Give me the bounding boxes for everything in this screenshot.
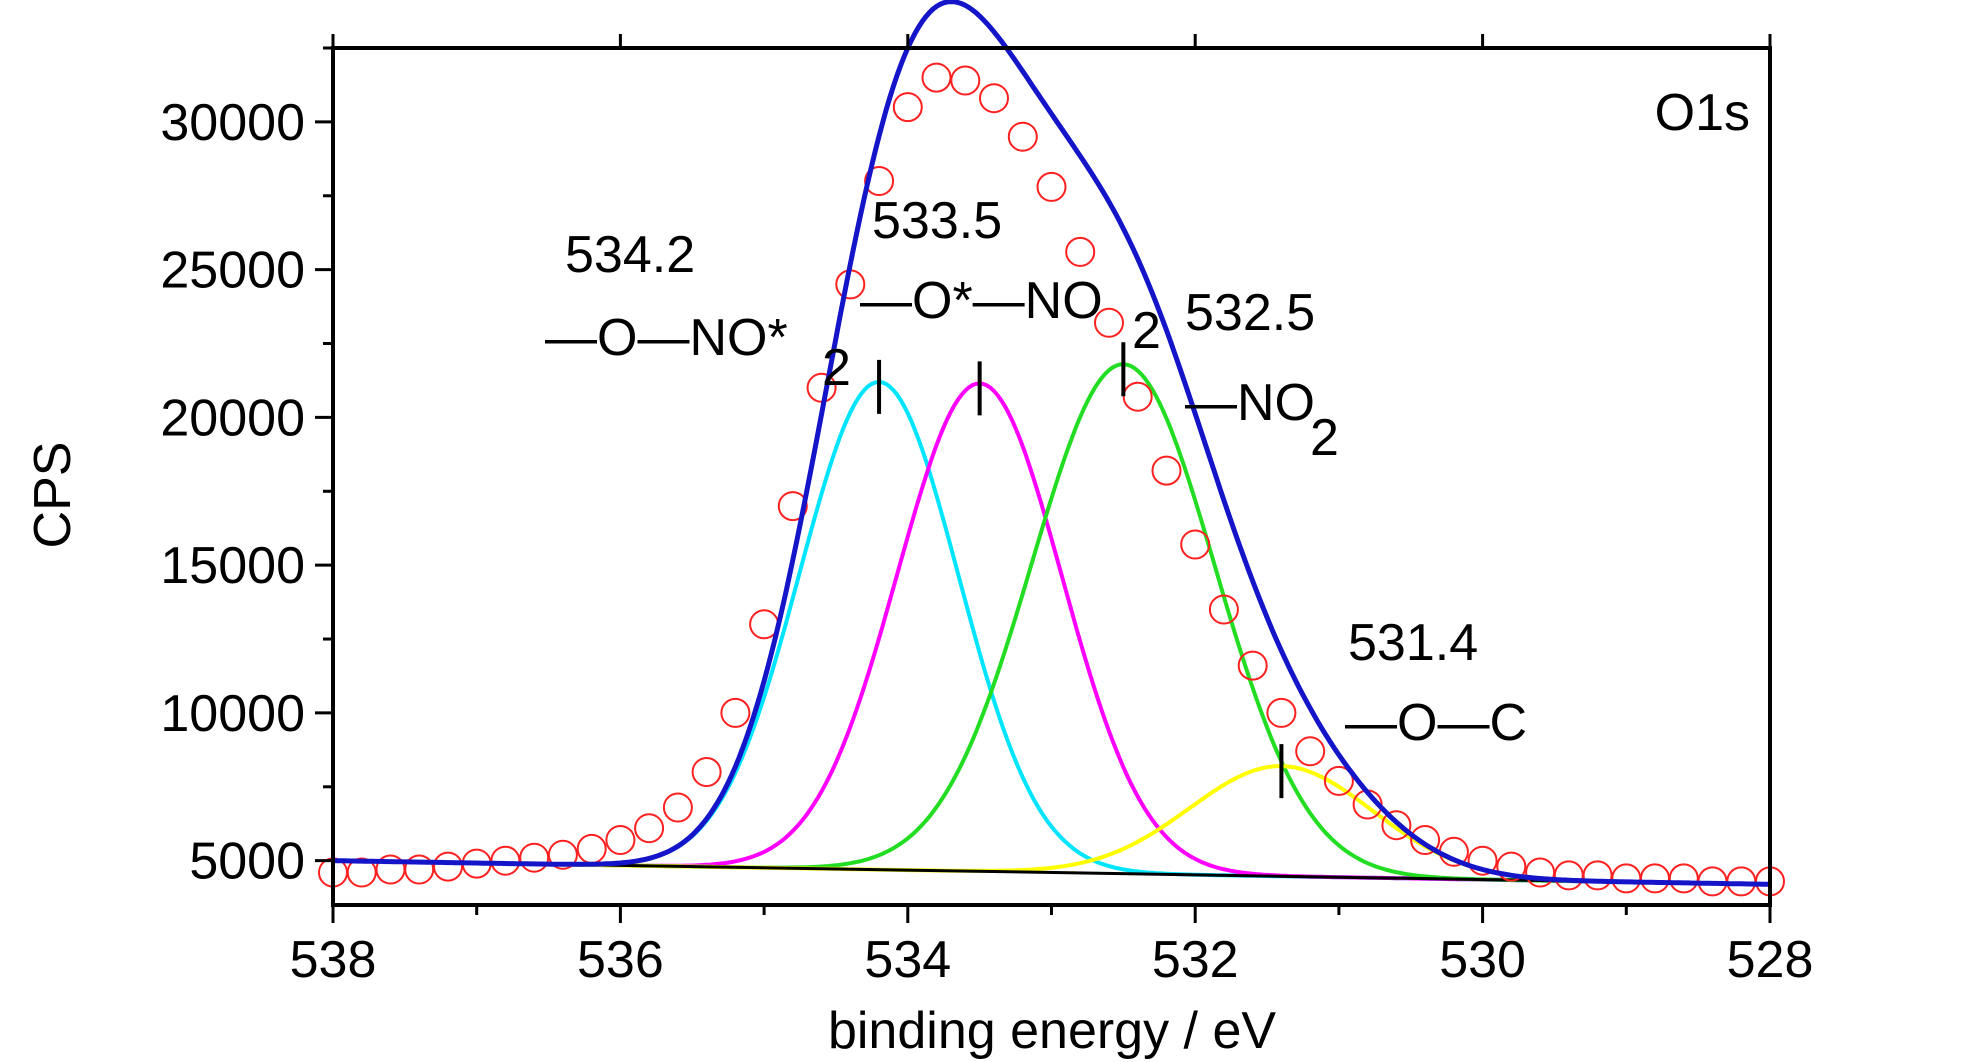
component-curve-534.2 <box>333 379 1770 887</box>
data-point <box>1410 825 1441 855</box>
data-point <box>1180 529 1211 560</box>
y-tick-label: 15000 <box>160 537 305 595</box>
data-point <box>1323 765 1354 796</box>
component-curve-533.5 <box>333 381 1770 887</box>
data-point <box>576 833 607 864</box>
plot-frame <box>331 46 1772 907</box>
envelope-layer <box>333 0 1770 887</box>
data-point <box>720 697 751 728</box>
data-point <box>1237 650 1268 681</box>
y-axis-title: CPS <box>24 442 82 549</box>
data-point <box>662 792 693 823</box>
data-point <box>605 825 636 855</box>
x-tick-label: 534 <box>864 931 951 989</box>
data-point <box>1295 736 1326 767</box>
axes: 538 536 534 532 530 528 5000 10000 15000 20000 250… <box>160 34 1813 989</box>
x-tick-label: 528 <box>1727 931 1814 989</box>
data-point <box>1611 863 1642 894</box>
group-label-531.4: —O—C <box>1345 694 1527 752</box>
group-subscript-534.2: 2 <box>822 339 851 397</box>
x-tick-label: 530 <box>1439 931 1526 989</box>
peak-energy-label-534.2: 534.2 <box>565 226 695 284</box>
data-point <box>1122 381 1153 412</box>
data-point <box>433 851 463 882</box>
data-point <box>864 166 895 196</box>
y-tick-label: 30000 <box>160 94 305 152</box>
y-tick-label: 10000 <box>160 685 305 743</box>
data-point <box>1094 307 1124 338</box>
data-point <box>1007 121 1038 152</box>
data-point <box>404 854 435 885</box>
data-point <box>691 757 722 787</box>
data-point <box>1467 845 1498 876</box>
data-points <box>318 62 1785 897</box>
y-tick-label: 25000 <box>160 242 305 300</box>
x-tick-label: 532 <box>1152 931 1239 989</box>
peak-energy-label-531.4: 531.4 <box>1348 614 1478 672</box>
data-point <box>1668 863 1699 894</box>
data-point <box>1151 455 1182 486</box>
data-point <box>1496 851 1527 882</box>
y-tick-label: 5000 <box>189 833 305 891</box>
peak-energy-label-532.5: 532.5 <box>1185 284 1315 342</box>
data-point <box>892 92 923 123</box>
data-point <box>490 845 521 876</box>
data-point <box>1065 236 1096 267</box>
group-label-532.5: —NO <box>1185 374 1315 432</box>
data-point <box>1553 860 1584 891</box>
x-tick-label: 538 <box>290 931 377 989</box>
y-tick-label: 20000 <box>160 389 305 447</box>
panel-label: O1s <box>1655 84 1750 142</box>
group-label-534.2: —O—NO* <box>545 309 788 367</box>
data-point <box>979 83 1009 114</box>
data-point <box>346 857 377 888</box>
peak-energy-label-533.5: 533.5 <box>872 192 1002 250</box>
data-point <box>1208 594 1239 625</box>
envelope-curve <box>333 0 1770 887</box>
data-point <box>1381 810 1412 841</box>
data-point <box>1582 860 1613 891</box>
peak-markers <box>877 342 1284 799</box>
data-point <box>519 842 550 873</box>
data-point <box>777 491 808 522</box>
data-point <box>1266 697 1297 728</box>
fit-components <box>333 362 1770 887</box>
group-label-533.5: —O*—NO <box>860 272 1103 330</box>
data-point <box>950 65 981 96</box>
component-curve-532.5 <box>333 362 1770 887</box>
data-point <box>1640 863 1670 894</box>
data-point <box>1036 171 1067 202</box>
data-point <box>921 62 952 93</box>
group-subscript-532.5: 2 <box>1310 409 1339 467</box>
x-tick-label: 536 <box>577 931 664 989</box>
group-subscript-533.5: 2 <box>1132 302 1161 360</box>
x-axis-title: binding energy / eV <box>828 1002 1276 1060</box>
data-point <box>547 839 578 870</box>
data-point <box>634 813 665 844</box>
